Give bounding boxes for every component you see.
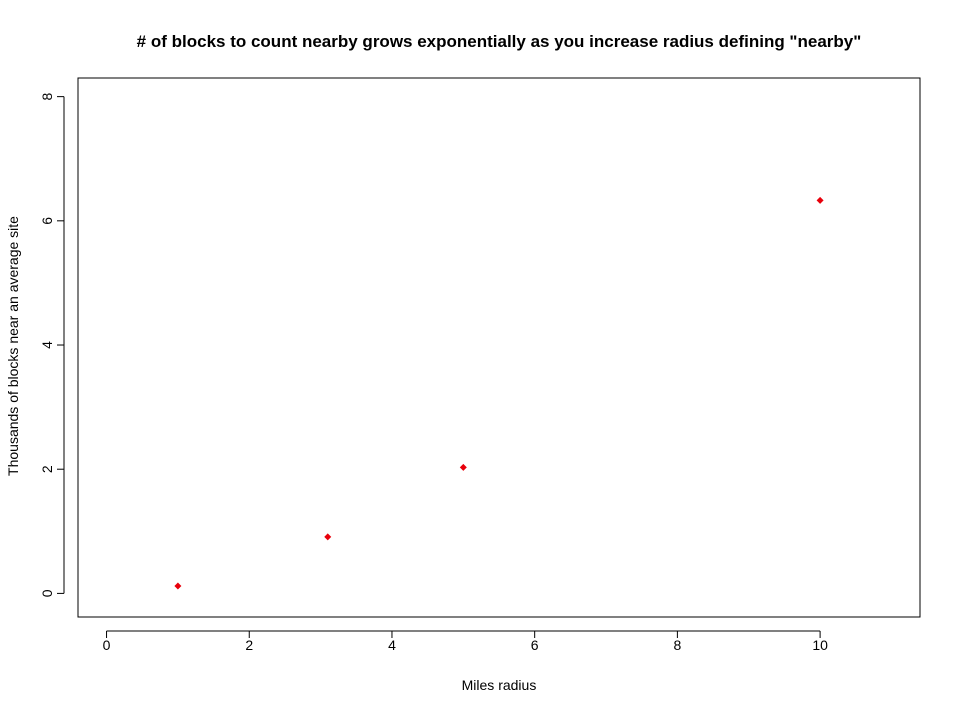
y-tick-label: 4 <box>39 341 55 349</box>
data-point <box>324 533 332 541</box>
x-tick-label: 6 <box>531 637 539 653</box>
y-tick-label: 2 <box>39 465 55 473</box>
x-tick-label: 0 <box>103 637 111 653</box>
plot-frame <box>77 77 921 618</box>
y-tick-label: 0 <box>39 589 55 597</box>
x-tick-label: 4 <box>388 637 396 653</box>
chart-title: # of blocks to count nearby grows expone… <box>137 32 862 51</box>
y-tick-label: 8 <box>39 93 55 101</box>
x-tick-label: 10 <box>812 637 828 653</box>
x-axis-label: Miles radius <box>462 677 537 693</box>
data-point <box>816 196 824 204</box>
x-tick-label: 8 <box>673 637 681 653</box>
x-axis: 0 2 4 6 8 10 <box>103 630 828 653</box>
data-point <box>459 463 467 471</box>
y-axis: 0 2 4 6 8 <box>39 93 65 597</box>
data-point <box>174 582 182 590</box>
y-tick-label: 6 <box>39 217 55 225</box>
x-tick-label: 2 <box>245 637 253 653</box>
y-axis-label: Thousands of blocks near an average site <box>5 216 21 476</box>
data-points <box>174 196 824 590</box>
